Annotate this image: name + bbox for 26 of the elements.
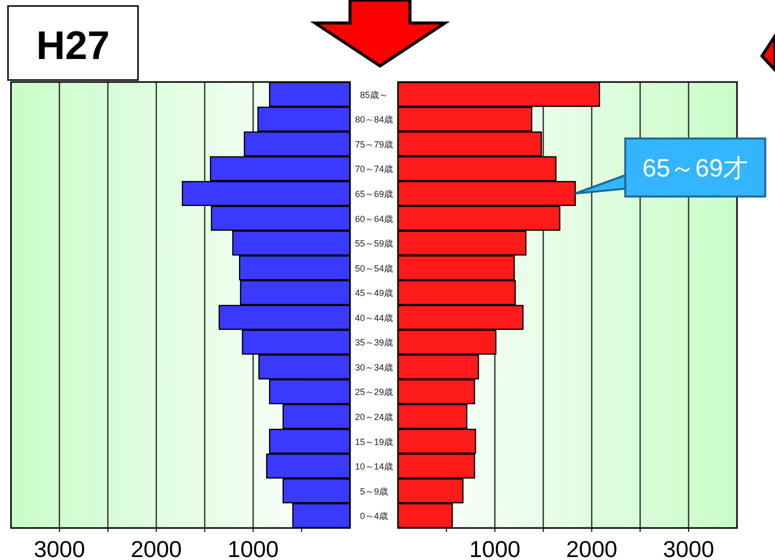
x-tick-label: 3000: [34, 536, 86, 560]
y-tick-label: 45～49歳: [354, 288, 394, 298]
x-tick-label: 2000: [130, 536, 182, 560]
y-tick-label: 60～64歳: [354, 214, 394, 224]
y-tick-label: 55～59歳: [354, 238, 394, 249]
y-tick-label: 0～4歳: [360, 511, 388, 522]
x-tick-label: 3000: [662, 536, 714, 560]
y-tick-label: 50～54歳: [354, 263, 394, 274]
y-tick-label: 20～24歳: [354, 412, 394, 422]
y-tick-label: 5～9歳: [360, 486, 388, 496]
y-tick-label: 10～14歳: [354, 462, 394, 472]
y-tick-label: 70～74歳: [354, 164, 394, 174]
x-tick-label: 2000: [566, 536, 618, 560]
y-tick-label: 85歳～: [360, 90, 388, 100]
y-tick-label: 30～34歳: [354, 362, 394, 372]
chart-title: H27: [36, 24, 110, 68]
y-tick-label: 75～79歳: [354, 139, 394, 150]
annotation: 65～69才: [642, 154, 748, 182]
y-tick-label: 35～39歳: [354, 338, 394, 348]
y-tick-label: 65～69歳: [354, 189, 394, 199]
y-tick-label: 80～84歳: [354, 114, 394, 125]
x-tick-label: 1000: [228, 536, 279, 560]
y-tick-label: 25～29歳: [354, 387, 394, 398]
x-tick-label: 1000: [469, 536, 520, 560]
y-tick-label: 40～44歳: [354, 312, 394, 323]
y-tick-label: 15～19歳: [354, 436, 394, 447]
